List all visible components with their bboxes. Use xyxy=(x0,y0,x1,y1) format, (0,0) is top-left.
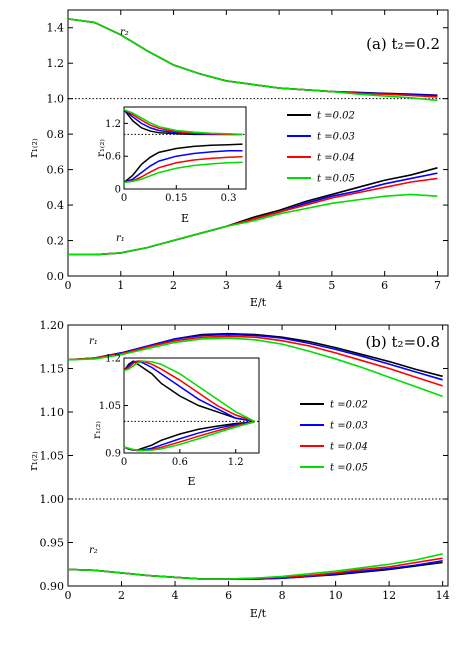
inset-y-tick-label: 0 xyxy=(115,185,121,196)
legend-label: t =0.05 xyxy=(330,463,368,474)
inset-y-tick-label: 1.05 xyxy=(99,401,121,412)
x-tick-label: 4 xyxy=(276,279,283,292)
series-line-r1 xyxy=(68,193,438,256)
inset-y-axis-label: r₁₍₂₎ xyxy=(92,421,103,439)
inset-x-tick-label: 0 xyxy=(121,193,127,204)
y-tick-label: 0.90 xyxy=(40,580,65,593)
inset-series-line-r1 xyxy=(123,360,255,422)
x-tick-label: 6 xyxy=(381,279,388,292)
inset-series-line-r1 xyxy=(123,360,255,423)
legend-label: t =0.04 xyxy=(317,153,355,164)
inset-series-line-r2 xyxy=(123,421,255,452)
series-line-r1 xyxy=(67,333,443,381)
inset-series-line-r2 xyxy=(123,109,243,136)
inset-series-line-r1 xyxy=(123,161,243,184)
y-tick-label: 0.8 xyxy=(47,128,65,141)
y-tick-label: 0.2 xyxy=(47,235,65,248)
y-axis-label: r₁₍₂₎ xyxy=(27,451,40,471)
x-tick-label: 3 xyxy=(223,279,230,292)
inset-series-line-r1 xyxy=(123,143,243,184)
inset-y-tick-label: 1.2 xyxy=(105,119,121,130)
panel-label: (b) t₂=0.8 xyxy=(365,333,440,351)
y-tick-label: 0.6 xyxy=(47,164,65,177)
curve-label: r₁ xyxy=(116,233,125,244)
inset-y-tick-label: 0.9 xyxy=(105,449,121,460)
y-tick-label: 1.4 xyxy=(47,22,65,35)
series-line-r1 xyxy=(67,337,443,398)
inset-series-line-r1 xyxy=(123,156,243,184)
inset-series-line-r1 xyxy=(123,360,255,423)
y-tick-label: 1.2 xyxy=(47,57,65,70)
y-tick-label: 1.20 xyxy=(40,319,65,332)
x-tick-label: 0 xyxy=(65,279,72,292)
inset-x-tick-label: 0.3 xyxy=(221,193,237,204)
x-tick-label: 1 xyxy=(117,279,124,292)
y-tick-label: 0.4 xyxy=(47,199,65,212)
legend-label: t =0.04 xyxy=(330,442,368,453)
x-tick-label: 12 xyxy=(382,589,396,602)
inset-y-axis-label: r₁₍₂₎ xyxy=(96,139,107,157)
x-tick-label: 0 xyxy=(65,589,72,602)
inset-chart: 0 0.6 1.2 0.9 1.05 1.2 Er₁₍₂₎ xyxy=(92,354,260,488)
panel-label: (a) t₂=0.2 xyxy=(366,35,440,53)
x-tick-label: 2 xyxy=(118,589,125,602)
panel-a: 0 1 2 3 4 5 6 7 0.0 0.2 0.4 0.6 0.8 1.0 1.2 1.4 E/t r₁₍₂₎… xyxy=(27,9,449,309)
x-axis-label: E/t xyxy=(250,296,267,309)
inset-x-tick-label: 0 xyxy=(121,457,127,468)
legend-label: t =0.03 xyxy=(317,132,355,143)
legend-label: t =0.02 xyxy=(317,111,355,122)
x-tick-label: 4 xyxy=(172,589,179,602)
x-tick-label: 8 xyxy=(279,589,286,602)
x-tick-label: 10 xyxy=(329,589,343,602)
x-tick-label: 2 xyxy=(170,279,177,292)
y-tick-label: 1.15 xyxy=(40,363,65,376)
y-tick-label: 1.0 xyxy=(47,93,65,106)
legend-label: t =0.03 xyxy=(330,421,368,432)
y-tick-label: 0.95 xyxy=(40,537,65,550)
curve-label: r₁ xyxy=(89,336,98,347)
curve-label: r₂ xyxy=(89,545,98,556)
curve-label: r₂ xyxy=(120,27,129,38)
series-line-r2 xyxy=(67,18,438,102)
inset-frame xyxy=(123,357,260,454)
inset-x-tick-label: 0.15 xyxy=(165,193,187,204)
inset-x-axis-label: E xyxy=(187,475,195,488)
x-tick-label: 14 xyxy=(436,589,450,602)
y-tick-label: 1.10 xyxy=(40,406,65,419)
legend-label: t =0.05 xyxy=(317,174,355,185)
y-axis-label: r₁₍₂₎ xyxy=(27,138,40,158)
y-tick-label: 1.00 xyxy=(40,493,65,506)
inset-series-line-r1 xyxy=(123,149,243,184)
x-tick-label: 6 xyxy=(225,589,232,602)
series-line-r1 xyxy=(67,335,443,387)
x-axis-label: E/t xyxy=(250,607,267,620)
inset-x-tick-label: 1.2 xyxy=(228,457,244,468)
inset-x-axis-label: E xyxy=(181,212,189,225)
legend-label: t =0.02 xyxy=(330,400,368,411)
y-tick-label: 0.0 xyxy=(47,270,65,283)
inset-y-tick-label: 0.6 xyxy=(105,152,121,163)
inset-chart: 0 0.15 0.3 0 0.6 1.2 Er₁₍₂₎ xyxy=(96,106,247,225)
panel-b: 0 2 4 6 8 10 12 140.900.951.001.051.101.151.20E… xyxy=(27,319,450,620)
inset-y-tick-label: 1.2 xyxy=(105,354,121,365)
x-tick-label: 5 xyxy=(328,279,335,292)
x-tick-label: 7 xyxy=(434,279,441,292)
y-tick-label: 1.05 xyxy=(40,450,65,463)
inset-x-tick-label: 0.6 xyxy=(172,457,188,468)
series-line-r2 xyxy=(67,553,443,580)
